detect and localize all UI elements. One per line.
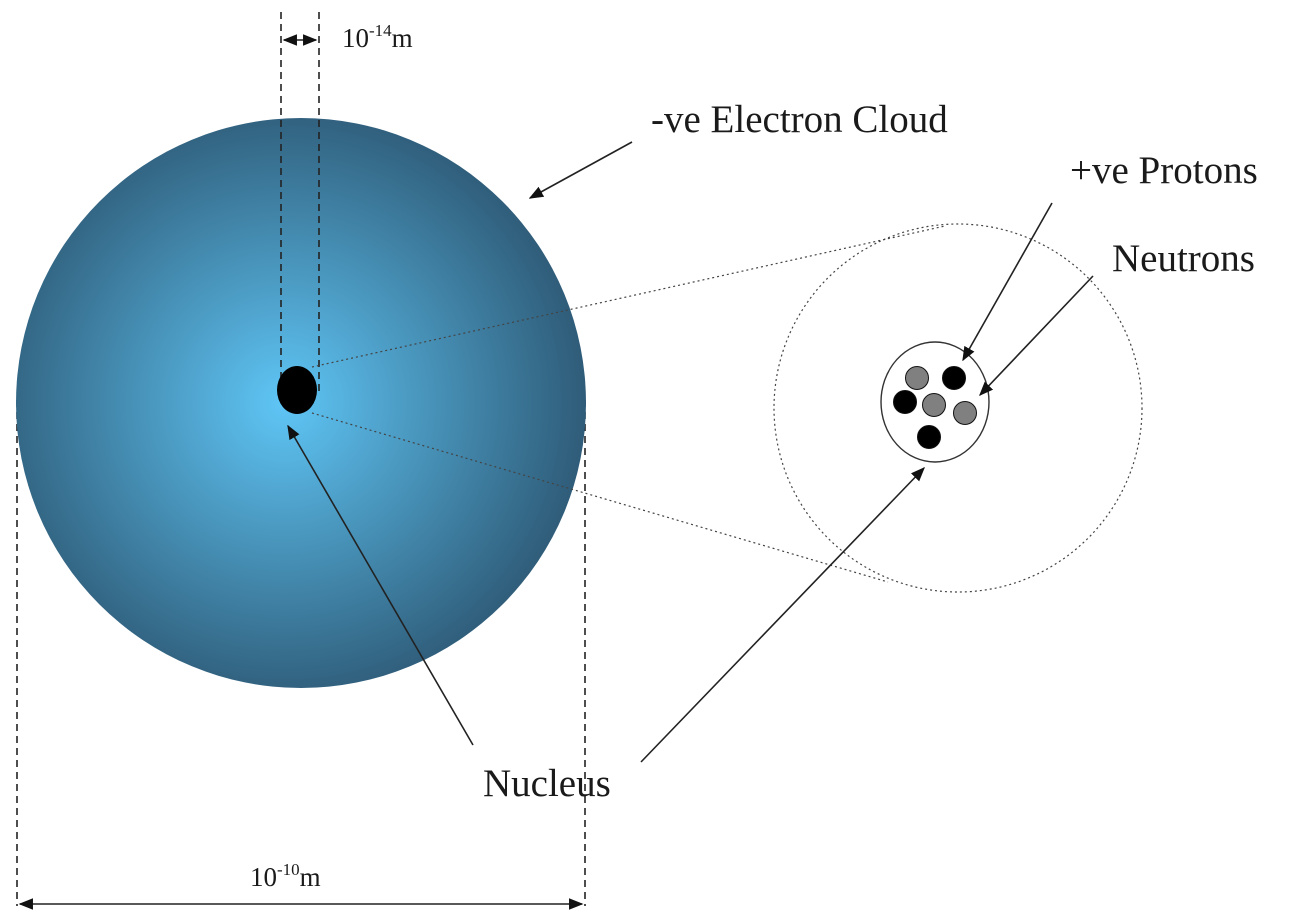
nucleus-arrow-right	[640, 466, 925, 763]
neutron-particle	[905, 366, 929, 390]
protons-label: +ve Protons	[1070, 149, 1258, 192]
atom-size-label: 10-10m	[250, 860, 321, 892]
neutrons-label: Neutrons	[1112, 237, 1255, 280]
zoom-line-bottom	[311, 412, 889, 583]
proton-particle	[917, 425, 941, 449]
electron-cloud-arrow	[528, 141, 633, 199]
proton-particle	[893, 390, 917, 414]
zoom-circle	[773, 223, 1143, 593]
nucleus	[277, 366, 317, 414]
neutron-particle	[922, 393, 946, 417]
electron-cloud-label: -ve Electron Cloud	[651, 98, 948, 141]
neutrons-arrow	[979, 275, 1094, 397]
nucleus-size-label: 10-14m	[342, 21, 413, 53]
nucleus-label: Nucleus	[483, 762, 611, 805]
proton-particle	[942, 366, 966, 390]
particle-group	[893, 366, 977, 449]
nucleus-arrow-left	[287, 424, 474, 746]
protons-arrow	[962, 202, 1053, 362]
neutron-particle	[953, 401, 977, 425]
zoom-line-top	[311, 225, 946, 368]
